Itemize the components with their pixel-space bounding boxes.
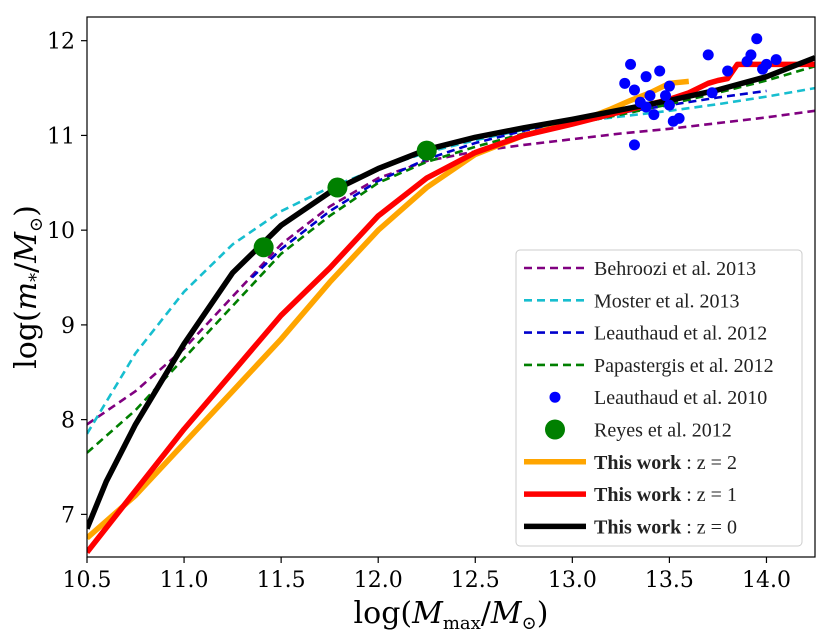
legend-swatch: [549, 391, 561, 403]
series-line-behroozi-et-al-2013: [87, 109, 815, 426]
data-point-leauthaud-et-al-2010: [760, 58, 772, 70]
plot-frame: [86, 16, 816, 558]
data-point-leauthaud-et-al-2010: [640, 71, 652, 83]
data-point-leauthaud-et-al-2010: [640, 101, 652, 113]
data-point-leauthaud-et-al-2010: [770, 54, 782, 66]
legend-label: Reyes et al. 2012: [594, 420, 732, 442]
data-point-leauthaud-et-al-2010: [751, 33, 763, 45]
x-tick-label: 12.0: [354, 568, 403, 593]
x-tick-label: 14.0: [742, 568, 791, 593]
x-tick-label: 12.5: [451, 568, 500, 593]
data-point-leauthaud-et-al-2010: [644, 90, 656, 102]
legend-label: This work : z = 2: [594, 452, 737, 474]
data-point-reyes-et-al-2012: [327, 177, 348, 198]
data-point-leauthaud-et-al-2010: [663, 80, 675, 92]
data-point-reyes-et-al-2012: [416, 140, 437, 161]
legend-label: This work : z = 0: [594, 516, 737, 538]
y-tick-label: 11: [47, 124, 75, 149]
data-point-leauthaud-et-al-2010: [628, 84, 640, 96]
data-point-leauthaud-et-al-2010: [722, 65, 734, 77]
data-point-leauthaud-et-al-2010: [745, 49, 757, 61]
legend: Behroozi et al. 2013 Moster et al. 2013 Le…: [515, 249, 803, 547]
series-line-leauthaud-et-al-2012: [251, 89, 767, 279]
data-point-leauthaud-et-al-2010: [706, 87, 718, 99]
y-tick-label: 10: [47, 219, 75, 244]
x-tick-label: 13.5: [645, 568, 694, 593]
data-point-leauthaud-et-al-2010: [619, 77, 631, 89]
series-line-moster-et-al-2013: [87, 86, 815, 435]
y-tick-label: 12: [47, 30, 75, 55]
data-point-leauthaud-et-al-2010: [628, 139, 640, 151]
x-tick-label: 13.0: [548, 568, 597, 593]
legend-label: This work : z = 1: [594, 484, 737, 506]
legend-frame: [515, 249, 803, 547]
y-tick-label: 9: [61, 314, 75, 339]
y-tick-label: 8: [61, 409, 75, 434]
series-line-papastergis-et-al-2012: [87, 65, 815, 454]
data-point-leauthaud-et-al-2010: [625, 58, 637, 70]
data-point-leauthaud-et-al-2010: [663, 99, 675, 111]
data-point-leauthaud-et-al-2010: [673, 112, 685, 124]
data-point-leauthaud-et-al-2010: [702, 49, 714, 61]
legend-label: Behroozi et al. 2013: [594, 258, 756, 280]
y-axis-label: log(m*/M⊙): [9, 205, 47, 369]
legend-label: Leauthaud et al. 2010: [594, 387, 767, 409]
x-tick-label: 11.5: [257, 568, 306, 593]
legend-swatch: [545, 419, 565, 440]
x-axis-label: log(Mmax/M⊙): [354, 596, 549, 634]
legend-label: Leauthaud et al. 2012: [594, 323, 767, 345]
x-tick-label: 11.0: [160, 568, 209, 593]
legend-label: Papastergis et al. 2012: [594, 355, 774, 377]
data-point-leauthaud-et-al-2010: [660, 90, 672, 102]
data-point-leauthaud-et-al-2010: [654, 65, 666, 77]
y-tick-label: 7: [61, 503, 75, 528]
data-point-leauthaud-et-al-2010: [648, 109, 660, 121]
legend-label: Moster et al. 2013: [594, 290, 740, 312]
data-point-reyes-et-al-2012: [253, 237, 274, 258]
series-line-this-work-z-1: [87, 61, 815, 555]
x-tick-label: 10.5: [63, 568, 112, 593]
